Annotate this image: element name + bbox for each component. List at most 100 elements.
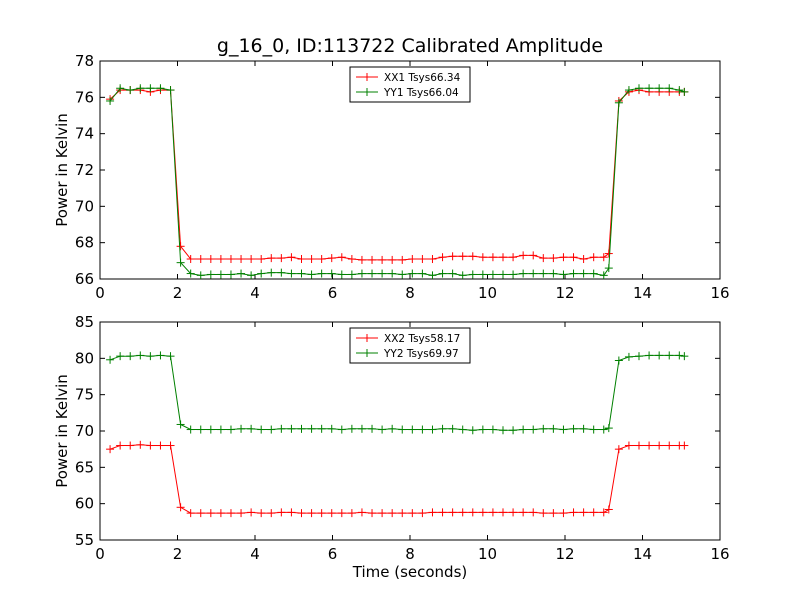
data-point <box>156 84 165 93</box>
data-point <box>216 255 225 264</box>
data-point <box>448 508 457 517</box>
data-point <box>478 508 487 517</box>
data-point <box>196 425 205 434</box>
data-point <box>458 252 467 261</box>
x-tick-label: 0 <box>95 284 105 302</box>
data-point <box>604 505 613 514</box>
data-point <box>665 351 674 360</box>
data-point <box>408 269 417 278</box>
data-point <box>196 255 205 264</box>
data-point <box>327 254 336 263</box>
data-point <box>206 255 215 264</box>
data-point <box>106 445 115 454</box>
data-point <box>529 425 538 434</box>
data-point <box>146 441 155 450</box>
data-point <box>645 84 654 93</box>
data-point <box>126 86 135 95</box>
x-tick-label: 8 <box>405 545 415 563</box>
data-point <box>337 425 346 434</box>
data-point <box>226 270 235 279</box>
data-point <box>388 424 397 433</box>
data-point <box>488 253 497 262</box>
data-point <box>226 509 235 518</box>
y-tick-label: 76 <box>75 88 94 106</box>
data-point <box>186 425 195 434</box>
data-point <box>287 253 296 262</box>
data-point <box>438 508 447 517</box>
data-point <box>136 351 145 360</box>
data-point <box>176 242 185 251</box>
data-point <box>418 255 427 264</box>
data-point <box>579 255 588 264</box>
data-point <box>499 508 507 517</box>
x-tick-label: 16 <box>710 284 729 302</box>
data-point <box>327 509 336 518</box>
legend: XX1 Tsys66.34 YY1 Tsys66.04 <box>349 66 471 103</box>
data-point <box>599 425 608 434</box>
y-tick-label: 68 <box>75 234 94 252</box>
x-tick-label: 0 <box>95 545 105 563</box>
data-point <box>549 424 558 433</box>
data-point <box>216 425 225 434</box>
series-xx1 <box>106 86 689 264</box>
data-point <box>488 270 497 279</box>
data-point <box>247 424 256 433</box>
x-tick-label: 2 <box>173 284 183 302</box>
data-point <box>559 253 568 262</box>
data-point <box>529 251 538 260</box>
data-point <box>237 509 246 518</box>
data-point <box>277 268 286 277</box>
data-point <box>337 509 346 518</box>
data-point <box>448 424 457 433</box>
data-point <box>216 270 225 279</box>
subplot-2: 0 2 4 6 8 10 12 14 16 55 60 65 70 75 80 85 Power in Kelv… <box>53 313 730 581</box>
data-point <box>478 253 487 262</box>
data-point <box>277 508 286 517</box>
data-point <box>166 86 175 95</box>
data-point <box>357 424 366 433</box>
data-point <box>589 269 598 278</box>
data-point <box>438 253 447 262</box>
data-point <box>247 255 256 264</box>
data-point <box>378 255 387 264</box>
data-point <box>398 255 407 264</box>
data-point <box>509 253 518 262</box>
data-point <box>186 255 195 264</box>
data-point <box>116 352 125 361</box>
y-tick-label: 60 <box>75 495 94 513</box>
data-point <box>569 508 578 517</box>
data-point <box>529 508 538 517</box>
data-point <box>317 424 326 433</box>
data-point <box>519 425 528 434</box>
data-point <box>458 271 467 279</box>
data-point <box>378 425 387 434</box>
legend-entry: XX2 Tsys58.17 <box>384 333 460 345</box>
data-point <box>509 426 518 435</box>
legend-entry: YY1 Tsys66.04 <box>383 87 459 99</box>
data-point <box>106 355 115 364</box>
data-point <box>539 269 548 278</box>
data-point <box>116 441 125 450</box>
x-tick-label: 8 <box>405 284 415 302</box>
series-xx2 <box>106 440 689 518</box>
data-point <box>635 352 644 361</box>
data-point <box>604 424 613 433</box>
legend-entry: YY2 Tsys69.97 <box>383 348 459 360</box>
data-point <box>186 509 195 518</box>
data-point <box>297 255 306 264</box>
data-point <box>635 441 644 450</box>
data-point <box>569 269 578 278</box>
data-point <box>428 425 437 434</box>
data-point <box>317 269 326 278</box>
data-point <box>519 508 528 517</box>
x-tick-label: 2 <box>173 545 183 563</box>
data-point <box>539 509 548 518</box>
data-point <box>408 425 417 434</box>
data-point <box>539 424 548 433</box>
data-point <box>388 255 397 264</box>
data-point <box>136 84 145 93</box>
data-point <box>156 441 165 450</box>
data-point <box>579 269 588 278</box>
